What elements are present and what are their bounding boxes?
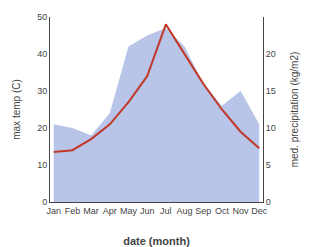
svg-text:20: 20 [266,49,276,59]
svg-text:Jun: Jun [140,206,155,216]
svg-text:5: 5 [266,160,271,170]
svg-text:Jan: Jan [46,206,61,216]
svg-text:30: 30 [37,86,47,96]
svg-text:0: 0 [42,197,47,207]
svg-text:50: 50 [37,12,47,22]
svg-text:Mar: Mar [83,206,99,216]
svg-text:Oct: Oct [215,206,230,216]
svg-text:20: 20 [37,123,47,133]
svg-text:10: 10 [266,123,276,133]
svg-text:15: 15 [266,86,276,96]
svg-text:Aug: Aug [177,206,193,216]
svg-text:0: 0 [266,197,271,207]
svg-text:Feb: Feb [65,206,81,216]
svg-text:Apr: Apr [103,206,117,216]
svg-text:10: 10 [37,160,47,170]
svg-text:max temp (C): max temp (C) [11,79,22,140]
svg-text:Dec: Dec [251,206,268,216]
svg-text:Jul: Jul [160,206,172,216]
svg-text:date (month): date (month) [123,235,190,247]
svg-text:May: May [120,206,138,216]
svg-text:Sep: Sep [195,206,211,216]
svg-text:Nov: Nov [233,206,250,216]
svg-text:med. precipitation (kg/m2): med. precipitation (kg/m2) [289,52,300,168]
svg-text:40: 40 [37,49,47,59]
